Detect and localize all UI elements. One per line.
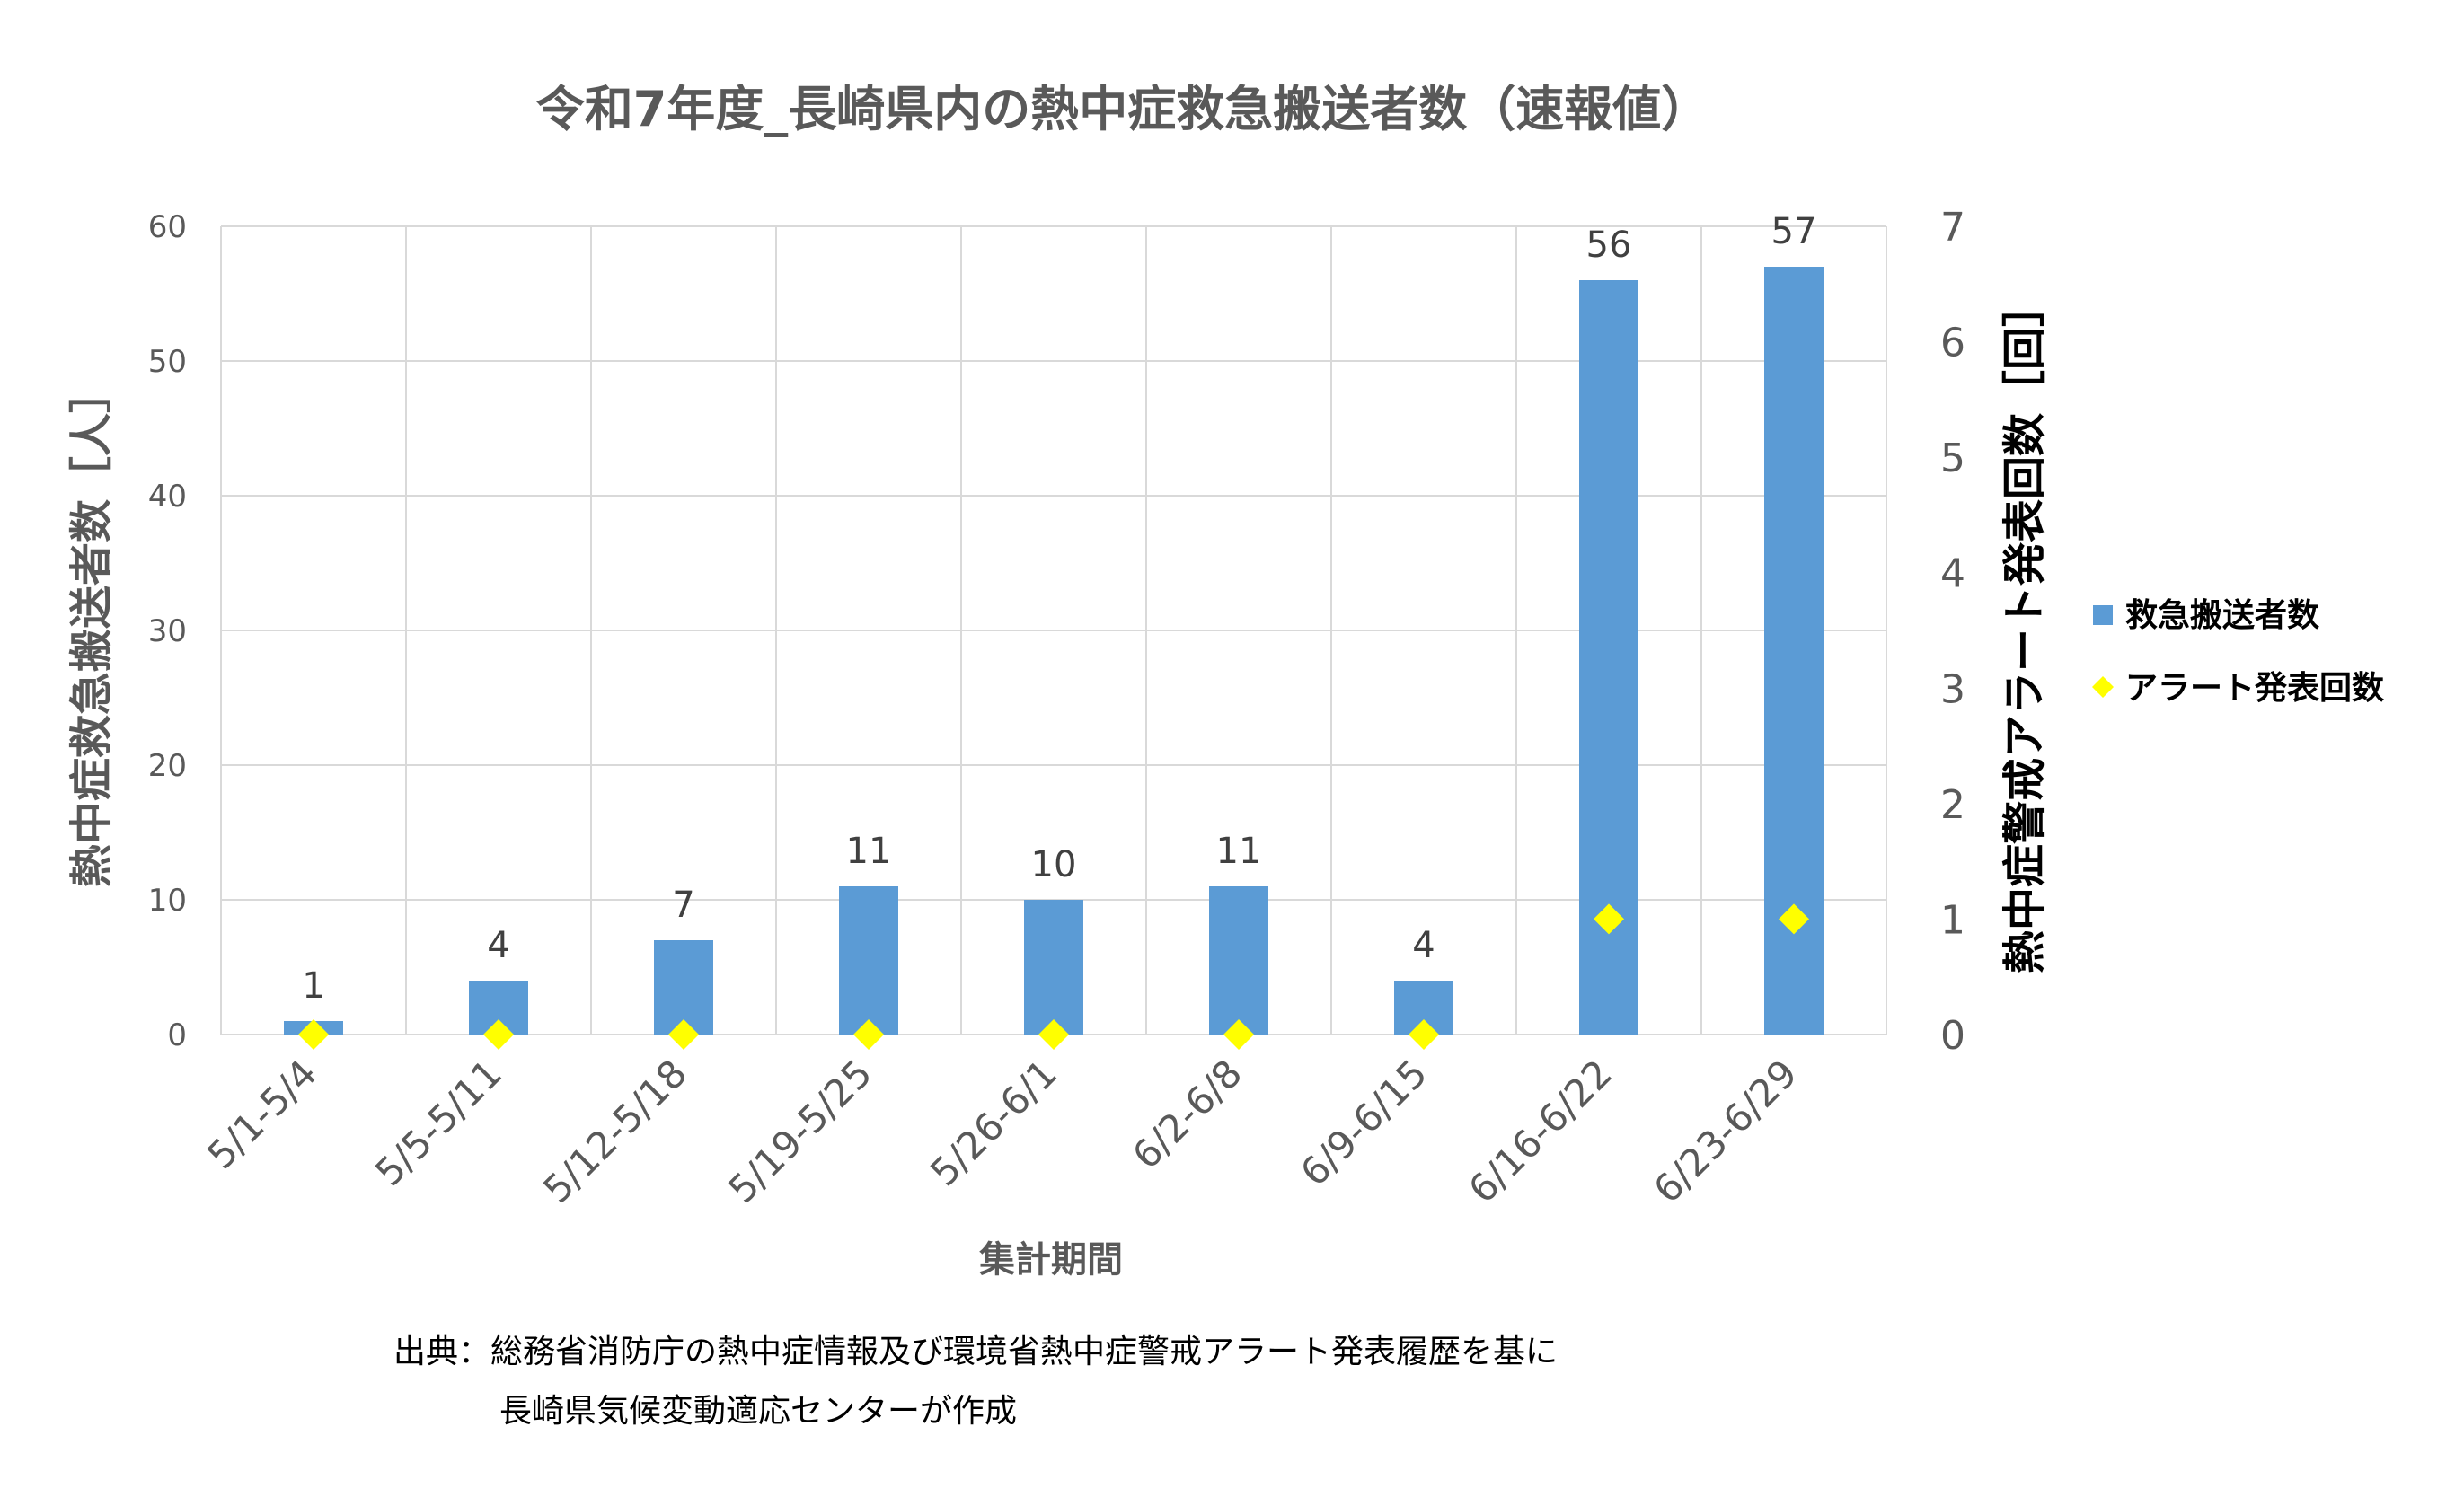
y2-tick-label: 5 xyxy=(1940,436,1965,481)
alert-marker xyxy=(668,1019,699,1050)
x-tick-label: 6/9-6/15 xyxy=(1292,1051,1435,1194)
legend-swatch-marker xyxy=(2092,676,2114,698)
bar-data-label: 57 xyxy=(1771,211,1817,252)
alert-marker xyxy=(1409,1019,1439,1050)
y2-tick-label: 2 xyxy=(1940,782,1965,828)
y-tick-label: 40 xyxy=(148,479,187,515)
y2-tick-label: 6 xyxy=(1940,321,1965,366)
legend-swatch-bar xyxy=(2093,605,2113,625)
legend-label-bar: 救急搬送者数 xyxy=(2125,597,2319,634)
y-tick-label: 20 xyxy=(148,748,187,784)
bar xyxy=(1024,900,1083,1035)
bar-data-label: 10 xyxy=(1031,844,1077,885)
bar-data-label: 4 xyxy=(487,925,509,966)
alert-marker xyxy=(1038,1019,1069,1050)
source-line-2: 長崎県気候変動適応センターが作成 xyxy=(499,1393,1018,1430)
alert-marker xyxy=(1594,903,1624,935)
y2-tick-label: 0 xyxy=(1940,1013,1965,1059)
x-tick-label: 5/12-5/18 xyxy=(534,1051,695,1211)
bar xyxy=(654,940,713,1035)
y-axis-title: 熱中症救急搬送者数［人］ xyxy=(66,370,117,887)
source-line-1: 出典：総務省消防庁の熱中症情報及び環境省熱中症警戒アラート発表履歴を基に xyxy=(393,1334,1559,1370)
y-tick-label: 60 xyxy=(148,209,187,245)
y2-tick-label: 7 xyxy=(1940,205,1965,251)
chart-title: 令和7年度_長崎県内の熱中症救急搬送者数（速報値） xyxy=(536,81,1710,137)
y-tick-label: 0 xyxy=(167,1017,187,1053)
y2-tick-label: 3 xyxy=(1940,666,1965,712)
x-tick-label: 6/23-6/29 xyxy=(1645,1051,1806,1211)
alert-marker xyxy=(483,1019,514,1050)
x-tick-label: 5/5-5/11 xyxy=(367,1051,510,1194)
bar-data-label: 56 xyxy=(1586,225,1632,266)
alert-marker xyxy=(853,1019,884,1050)
x-tick-label: 5/19-5/25 xyxy=(720,1051,880,1211)
y-tick-label: 10 xyxy=(148,883,187,919)
bar-data-label: 4 xyxy=(1412,925,1435,966)
y2-tick-label: 1 xyxy=(1940,897,1965,943)
legend-label-marker: アラート発表回数 xyxy=(2125,670,2384,707)
x-tick-label: 5/1-5/4 xyxy=(199,1051,325,1177)
y2-tick-label: 4 xyxy=(1940,551,1965,597)
x-tick-label: 6/16-6/22 xyxy=(1460,1051,1621,1211)
x-tick-label: 6/2-6/8 xyxy=(1124,1051,1250,1177)
bar-data-label: 7 xyxy=(672,885,694,926)
y-tick-label: 50 xyxy=(148,344,187,380)
x-tick-label: 5/26-6/1 xyxy=(922,1051,1065,1194)
x-axis-title: 集計期間 xyxy=(978,1239,1123,1281)
bar-data-label: 11 xyxy=(1216,831,1262,872)
y-tick-label: 30 xyxy=(148,613,187,649)
bar xyxy=(839,886,898,1035)
bar-data-label: 1 xyxy=(302,965,324,1007)
bar xyxy=(1209,886,1268,1035)
bar-data-label: 11 xyxy=(846,831,892,872)
y2-axis-title: 熱中症警戒アラート発表回数［回］ xyxy=(2000,284,2050,973)
alert-marker xyxy=(298,1019,329,1050)
alert-marker xyxy=(1223,1019,1254,1050)
alert-marker xyxy=(1779,903,1809,935)
